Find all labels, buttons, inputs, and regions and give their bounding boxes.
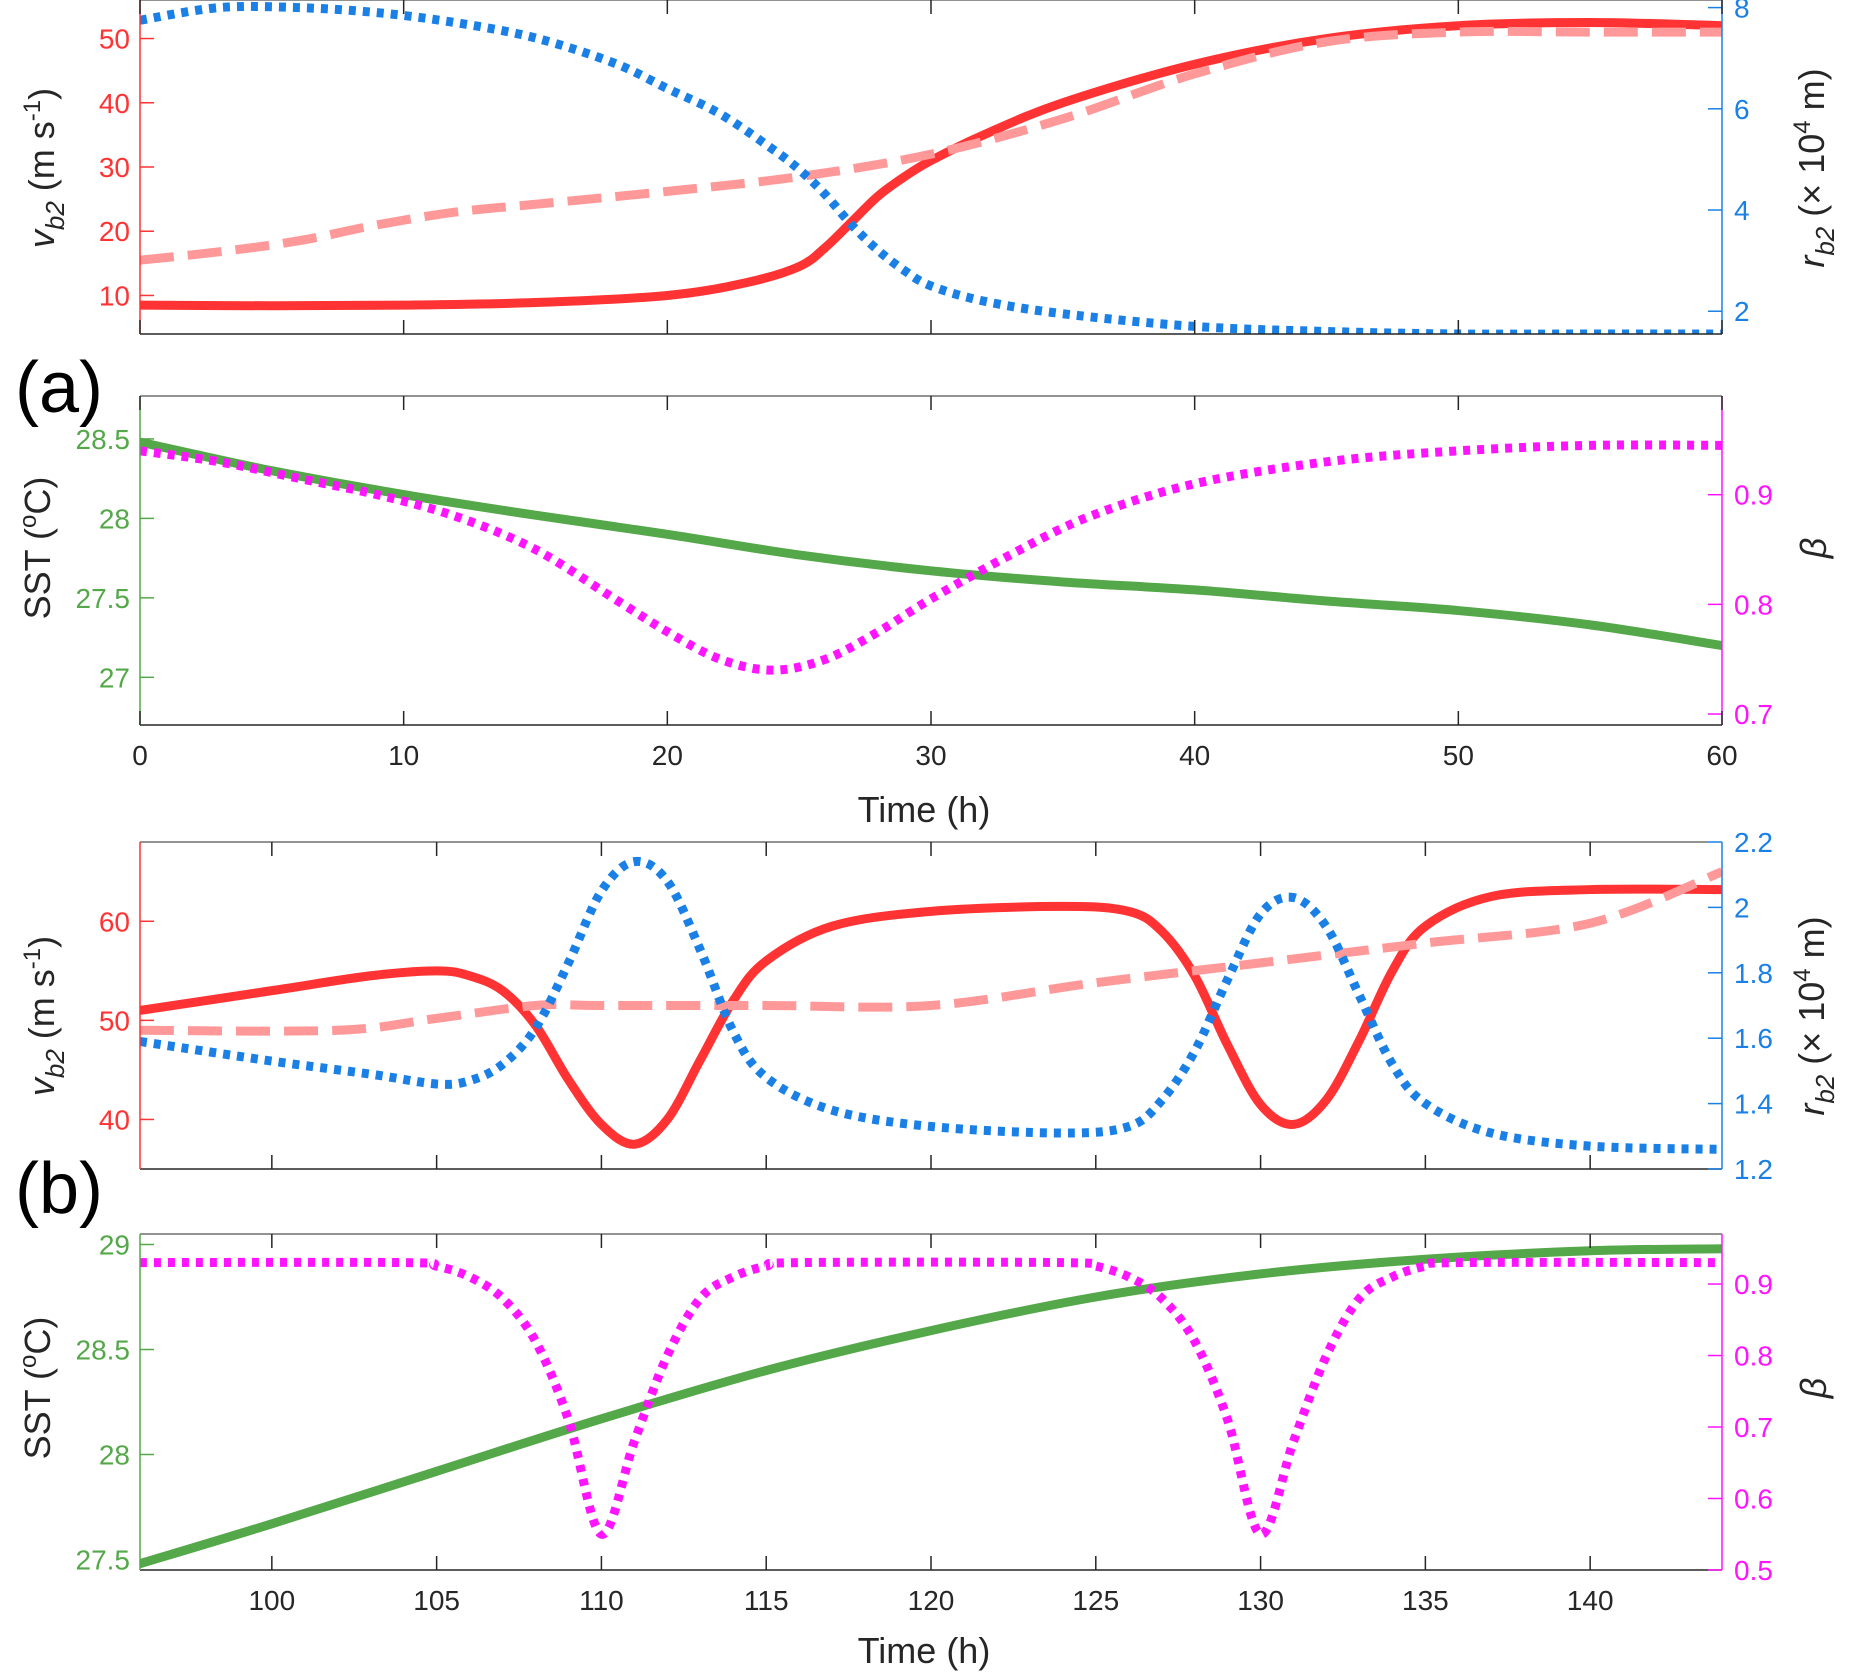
x-tick-label: 100 xyxy=(248,1585,295,1616)
right-tick-label: 1.8 xyxy=(1734,958,1773,989)
left-tick-label: 30 xyxy=(99,152,130,183)
left-tick-label: 27 xyxy=(99,662,130,693)
x-tick-label: 110 xyxy=(579,1585,624,1616)
axes-b-bottom: 27.5 28 28.5 29 0.5 0.6 0.7 0.8 0.9 100 105 110 115 1… xyxy=(76,1230,1773,1617)
x-tick-label: 40 xyxy=(1179,740,1210,771)
left-tick-label: 50 xyxy=(99,24,130,55)
x-tick-label: 10 xyxy=(388,740,419,771)
ylabel-r-b2-b: rb2 (× 104 m) xyxy=(1789,916,1840,1115)
left-tick-label: 40 xyxy=(99,1104,130,1135)
panel-label-a: (a) xyxy=(15,348,103,428)
x-tick-label: 135 xyxy=(1402,1585,1449,1616)
series-group xyxy=(140,1,1722,334)
series-sst-line xyxy=(140,1244,1722,1569)
left-tick-label: 60 xyxy=(99,906,130,937)
ylabel-sst-b: SST (oC) xyxy=(15,1317,58,1460)
right-tick-label: 0.6 xyxy=(1734,1484,1773,1515)
x-tick-label: 115 xyxy=(744,1585,789,1616)
right-tick-label: 0.5 xyxy=(1734,1555,1773,1586)
series-v-b2-reference-line xyxy=(140,26,1722,265)
series-group xyxy=(140,1244,1722,1569)
right-tick-label: 4 xyxy=(1734,195,1750,226)
left-tick-label: 20 xyxy=(99,216,130,247)
xlabel-time-a: Time (h) xyxy=(858,789,991,830)
series-sst-line xyxy=(140,437,1722,651)
right-tick-label: 1.6 xyxy=(1734,1023,1773,1054)
x-tick-label: 105 xyxy=(413,1585,460,1616)
ylabel-v-b2-a: vb2 (m s-1) xyxy=(19,88,70,248)
ylabel-sst-a: SST (oC) xyxy=(15,477,58,620)
x-tick-label: 20 xyxy=(652,740,683,771)
series--line xyxy=(140,440,1722,675)
series-group xyxy=(140,856,1722,1154)
series-group xyxy=(140,437,1722,675)
x-tick-label: 140 xyxy=(1567,1585,1614,1616)
x-tick-label: 50 xyxy=(1443,740,1474,771)
left-tick-label: 27.5 xyxy=(76,1545,131,1576)
left-tick-label: 27.5 xyxy=(76,583,131,614)
left-tick-label: 28.5 xyxy=(76,1335,131,1366)
left-tick-label: 28 xyxy=(99,1440,130,1471)
right-tick-label: 0.8 xyxy=(1734,1341,1773,1372)
series-v-b2-line xyxy=(140,17,1722,311)
x-tick-label: 0 xyxy=(132,740,148,771)
left-tick-label: 28.5 xyxy=(76,424,131,455)
right-tick-label: 8 xyxy=(1734,0,1750,24)
right-tick-label: 2.2 xyxy=(1734,827,1773,858)
x-tick-label: 125 xyxy=(1072,1585,1119,1616)
right-tick-label: 0.8 xyxy=(1734,589,1773,620)
series-v-b2-line xyxy=(140,884,1722,1149)
ylabel-r-b2-a: rb2 (× 104 m) xyxy=(1789,68,1840,267)
left-tick-label: 28 xyxy=(99,503,130,534)
ylabel-v-b2-b: vb2 (m s-1) xyxy=(19,936,70,1096)
right-tick-label: 2 xyxy=(1734,892,1750,923)
xlabel-time-b: Time (h) xyxy=(858,1630,991,1671)
axes-b-top: 40 50 60 1.2 1.4 1.6 1.8 2 2.2 xyxy=(99,827,1773,1185)
series-v-b2-reference-line xyxy=(140,867,1722,1036)
right-tick-label: 6 xyxy=(1734,94,1750,125)
axes-a-top: 10 20 30 40 50 2 4 6 8 xyxy=(99,0,1750,335)
right-tick-label: 1.4 xyxy=(1734,1089,1773,1120)
x-tick-label: 120 xyxy=(908,1585,955,1616)
axes-a-bottom: 27 27.5 28 28.5 0.7 0.8 0.9 0 10 20 30 40 50 60 xyxy=(76,395,1773,771)
right-tick-label: 2 xyxy=(1734,296,1750,327)
series-r-b2-line xyxy=(140,1,1722,334)
panel-label-b: (b) xyxy=(15,1149,103,1229)
right-tick-label: 0.9 xyxy=(1734,1269,1773,1300)
right-tick-label: 0.7 xyxy=(1734,699,1773,730)
ylabel-beta-b: β xyxy=(1793,1378,1834,1400)
x-tick-label: 30 xyxy=(915,740,946,771)
right-tick-label: 0.7 xyxy=(1734,1412,1773,1443)
ylabel-beta-a: β xyxy=(1793,538,1834,560)
x-tick-label: 130 xyxy=(1237,1585,1284,1616)
left-tick-label: 50 xyxy=(99,1005,130,1036)
x-tick-label: 60 xyxy=(1706,740,1737,771)
left-tick-label: 29 xyxy=(99,1230,130,1261)
left-tick-label: 10 xyxy=(99,280,130,311)
right-tick-label: 1.2 xyxy=(1734,1154,1773,1185)
left-tick-label: 40 xyxy=(99,88,130,119)
right-tick-label: 0.9 xyxy=(1734,480,1773,511)
